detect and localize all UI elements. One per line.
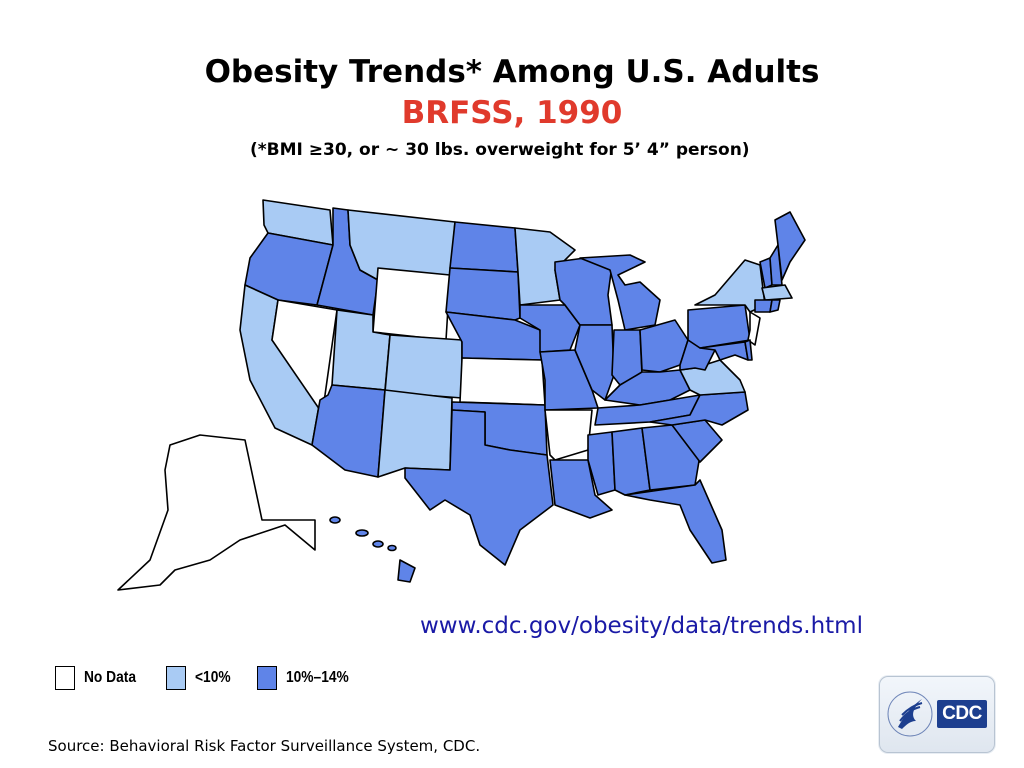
cdc-badge-text: CDC: [942, 703, 982, 724]
state-KS: [459, 357, 546, 406]
state-NY: [694, 259, 766, 313]
state-RI: [769, 299, 781, 313]
page-title: Obesity Trends* Among U.S. Adults: [204, 54, 820, 90]
bmi-note: (*BMI ≥30, or ~ 30 lbs. overweight for 5…: [250, 140, 750, 160]
state-AZ: [311, 384, 386, 478]
state-ME: [774, 211, 806, 281]
state-FL: [624, 479, 727, 564]
state-ND: [449, 221, 519, 273]
legend-label: No Data: [84, 669, 136, 686]
legend-label: <10%: [195, 669, 231, 686]
source-note: Source: Behavioral Risk Factor Surveilla…: [48, 737, 481, 755]
state-AR: [544, 409, 593, 461]
state-CT: [754, 299, 773, 313]
hhs-eagle-icon: [887, 691, 933, 737]
state-PA: [687, 304, 751, 349]
state-MS: [587, 431, 616, 496]
cdc-url-link[interactable]: www.cdc.gov/obesity/data/trends.html: [420, 613, 863, 639]
state-NJ: [747, 311, 761, 346]
legend-label: 10%–14%: [286, 669, 349, 686]
legend-item-lt-10: <10%: [166, 666, 236, 690]
state-AK: [117, 434, 316, 591]
state-TX: [404, 409, 554, 566]
state-DE: [744, 339, 753, 361]
legend-swatch-no-data: [55, 666, 75, 690]
state-MI: [579, 254, 661, 331]
state-MA: [761, 284, 793, 301]
state-NC: [649, 391, 749, 426]
state-WY: [372, 267, 451, 341]
legend-item-10-14: 10%–14%: [257, 666, 359, 690]
legend-swatch-10-14: [257, 666, 277, 690]
state-CO: [384, 334, 463, 399]
cdc-badge: CDC: [937, 700, 987, 728]
state-HI: [329, 516, 416, 583]
legend-item-no-data: No Data: [55, 666, 144, 690]
cdc-logo: CDC: [879, 676, 995, 753]
state-NM: [377, 389, 453, 478]
state-SD: [445, 267, 521, 321]
legend-swatch-lt-10: [166, 666, 186, 690]
page-subtitle: BRFSS, 1990: [401, 95, 623, 131]
